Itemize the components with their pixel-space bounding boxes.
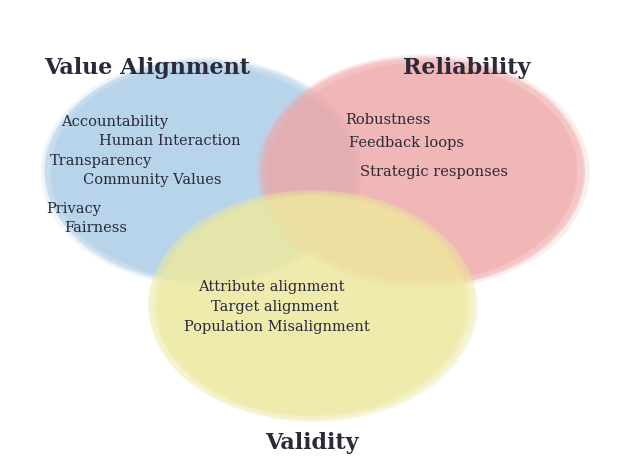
Text: Fairness: Fairness [64,221,127,235]
Polygon shape [155,195,467,415]
Polygon shape [152,193,472,418]
Polygon shape [155,195,469,417]
Polygon shape [260,57,585,287]
Polygon shape [268,63,577,282]
Polygon shape [51,65,355,279]
Text: Human Interaction: Human Interaction [99,134,241,148]
Polygon shape [266,62,577,282]
Text: Population Misalignment: Population Misalignment [184,320,370,334]
Text: Attribute alignment: Attribute alignment [198,280,345,294]
Polygon shape [156,196,468,415]
Polygon shape [256,55,589,289]
Text: Target alignment: Target alignment [211,300,339,314]
Polygon shape [44,60,362,282]
Polygon shape [148,191,476,420]
Text: Value Alignment: Value Alignment [44,57,250,79]
Text: Strategic responses: Strategic responses [360,164,508,179]
Polygon shape [261,58,584,286]
Text: Transparency: Transparency [50,154,152,168]
Polygon shape [148,190,476,422]
Text: Privacy: Privacy [46,202,101,216]
Text: Reliability: Reliability [403,57,531,79]
Text: Validity: Validity [266,432,359,454]
Polygon shape [51,66,352,278]
Text: Robustness: Robustness [346,113,431,127]
Polygon shape [41,57,361,286]
Polygon shape [51,64,353,278]
Text: Feedback loops: Feedback loops [349,136,464,150]
Polygon shape [268,63,577,280]
Polygon shape [44,59,360,282]
Text: Accountability: Accountability [61,115,168,129]
Polygon shape [45,61,358,282]
Polygon shape [149,191,478,422]
Polygon shape [259,56,585,286]
Text: Community Values: Community Values [83,172,221,187]
Polygon shape [158,196,467,415]
Polygon shape [45,61,358,281]
Polygon shape [262,59,582,285]
